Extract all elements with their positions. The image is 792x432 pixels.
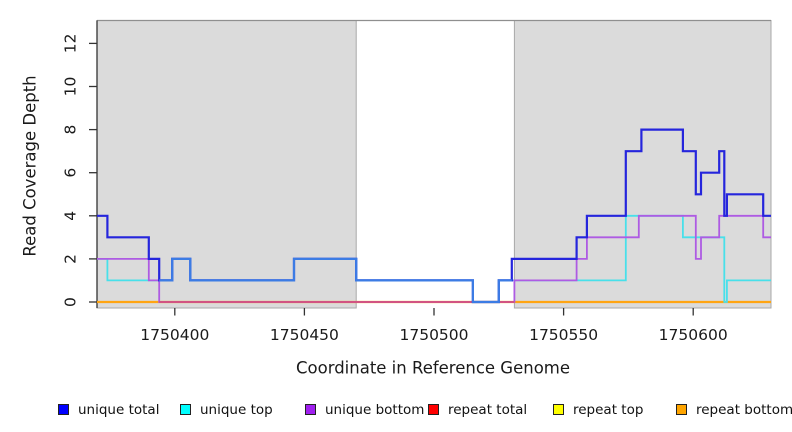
legend-swatch-unique-bottom [305,404,316,415]
series-line-unique-bottom [97,214,771,303]
x-tick-label: 1750400 [140,326,209,344]
legend-item: unique top [180,401,273,418]
legend-label: unique top [200,401,273,418]
x-tick-label: 1750500 [399,326,468,344]
y-tick-label: 4 [61,211,79,221]
legend-label: repeat total [448,401,528,418]
shaded-region [96,20,357,309]
overlay-unique-total-light [159,257,512,304]
legend-swatch-repeat-top [553,404,564,415]
legend-label: unique total [78,401,160,418]
legend-swatch-repeat-bottom [676,404,687,415]
legend-item: repeat bottom [676,401,792,418]
y-tick-label: 2 [61,254,79,264]
legend-item: unique bottom [305,401,425,418]
legend-swatch-unique-top [180,404,191,415]
x-tick-label: 1750450 [270,326,339,344]
x-tick-label: 1750600 [659,326,728,344]
y-tick-label: 0 [61,297,79,307]
y-axis-title: Read Coverage Depth [20,75,40,257]
x-tick-label: 1750550 [529,326,598,344]
y-tick-label: 6 [61,168,79,178]
legend-item: repeat top [553,401,644,418]
y-tick-label: 12 [61,34,79,54]
legend-label: repeat bottom [696,401,792,418]
legend-swatch-unique-total [58,404,69,415]
legend-label: unique bottom [325,401,425,418]
y-tick-label: 8 [61,125,79,135]
shaded-region [513,20,772,309]
y-tick-label: 10 [61,77,79,97]
legend-item: repeat total [428,401,528,418]
legend-item: unique total [58,401,160,418]
legend-swatch-repeat-total [428,404,439,415]
legend-label: repeat top [573,401,644,418]
x-axis-title: Coordinate in Reference Genome [295,358,571,378]
